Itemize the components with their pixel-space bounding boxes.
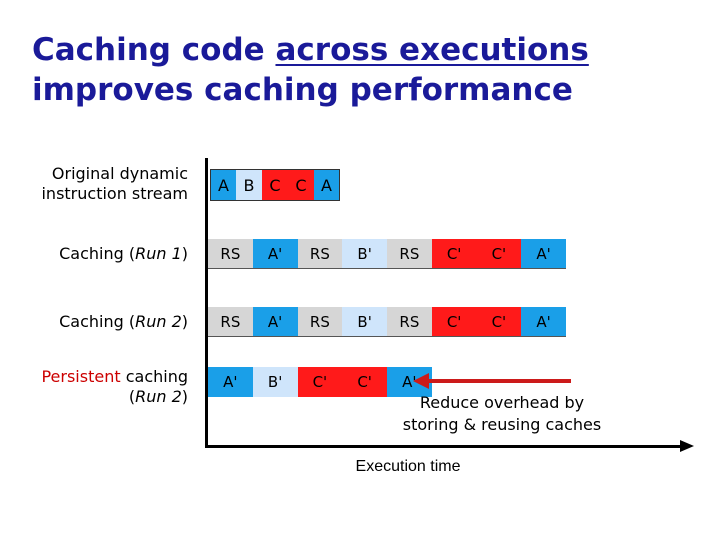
slide-title: Caching code across executions improves … <box>32 30 589 110</box>
run2-rs-block-4: RS <box>387 307 432 336</box>
original-c-block-3: C <box>288 169 315 201</box>
run1-a-prime-block-1: A' <box>252 239 298 268</box>
persistent-word: Persistent <box>41 367 121 386</box>
run2-c-prime-block-6: C' <box>476 307 522 336</box>
row-label-run2: Caching (Run 2) <box>59 312 188 331</box>
reduce-overhead-arrow <box>428 379 571 383</box>
time-axis-line <box>205 445 681 448</box>
run1-rs-block-0: RS <box>208 239 253 268</box>
original-c-block-2: C <box>262 169 289 201</box>
run2-a-prime-block-1: A' <box>252 307 298 336</box>
run1-c-prime-block-5: C' <box>431 239 477 268</box>
row-label-persistent: Persistent caching (Run 2) <box>41 367 188 406</box>
run2-rs-block-2: RS <box>297 307 343 336</box>
run1-rs-block-2: RS <box>297 239 343 268</box>
run1-rs-block-4: RS <box>387 239 432 268</box>
left-arrowhead-icon <box>413 373 429 389</box>
run2-baseline <box>208 336 566 337</box>
persistent-c-prime-block-3: C' <box>342 367 387 397</box>
row-label-run1: Caching (Run 1) <box>59 244 188 263</box>
original-a-block-4: A <box>314 169 340 201</box>
run2-a-prime-block-7: A' <box>521 307 566 336</box>
title-line1-underlined: across executions <box>275 32 589 68</box>
title-line2: improves caching performance <box>32 72 573 108</box>
run1-a-prime-block-7: A' <box>521 239 566 268</box>
run2-c-prime-block-5: C' <box>431 307 477 336</box>
time-axis-arrowhead-icon <box>680 440 694 452</box>
y-axis-line <box>205 158 208 448</box>
run2-b-prime-block-3: B' <box>342 307 387 336</box>
original-a-block-0: A <box>210 169 237 201</box>
persistent-b-prime-block-1: B' <box>252 367 298 397</box>
x-axis-label: Execution time <box>355 458 461 475</box>
run1-c-prime-block-6: C' <box>476 239 522 268</box>
persistent-c-prime-block-2: C' <box>297 367 343 397</box>
run1-b-prime-block-3: B' <box>342 239 387 268</box>
row-label-original: Original dynamic instruction stream <box>41 164 188 203</box>
run2-rs-block-0: RS <box>208 307 253 336</box>
original-b-block-1: B <box>236 169 263 201</box>
title-line1-pre: Caching code <box>32 32 276 68</box>
persistent-a-prime-block-0: A' <box>208 367 253 397</box>
run1-baseline <box>208 268 566 269</box>
annotation-text: Reduce overhead by storing & reusing cac… <box>402 393 602 434</box>
